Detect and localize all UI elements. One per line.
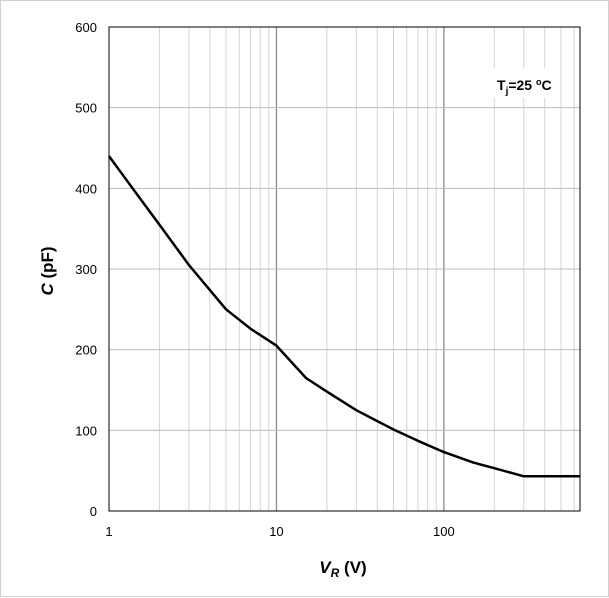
capacitance-curve [107, 155, 580, 478]
y-tick-label: 100 [75, 423, 97, 438]
x-tick-label: 1 [105, 524, 112, 539]
y-tick-label: 300 [75, 262, 97, 277]
x-axis-ticks: 1 10 100 [105, 524, 454, 539]
major-grid [109, 27, 580, 511]
x-axis-title: VR (V) [319, 558, 366, 580]
y-axis-title: C (pF) [38, 246, 57, 295]
y-tick-label: 400 [75, 181, 97, 196]
y-tick-label: 0 [90, 504, 97, 519]
y-tick-label: 600 [75, 20, 97, 35]
y-tick-label: 200 [75, 343, 97, 358]
y-tick-label: 500 [75, 101, 97, 116]
annotation-box [493, 68, 557, 98]
x-tick-label: 100 [433, 524, 455, 539]
series-group [107, 155, 580, 478]
annotation-text: Tj=25 oC [497, 77, 552, 97]
x-tick-label: 10 [269, 524, 283, 539]
plot-area-border [108, 26, 581, 512]
y-axis-ticks: 0 100 200 300 400 500 600 [75, 20, 97, 519]
